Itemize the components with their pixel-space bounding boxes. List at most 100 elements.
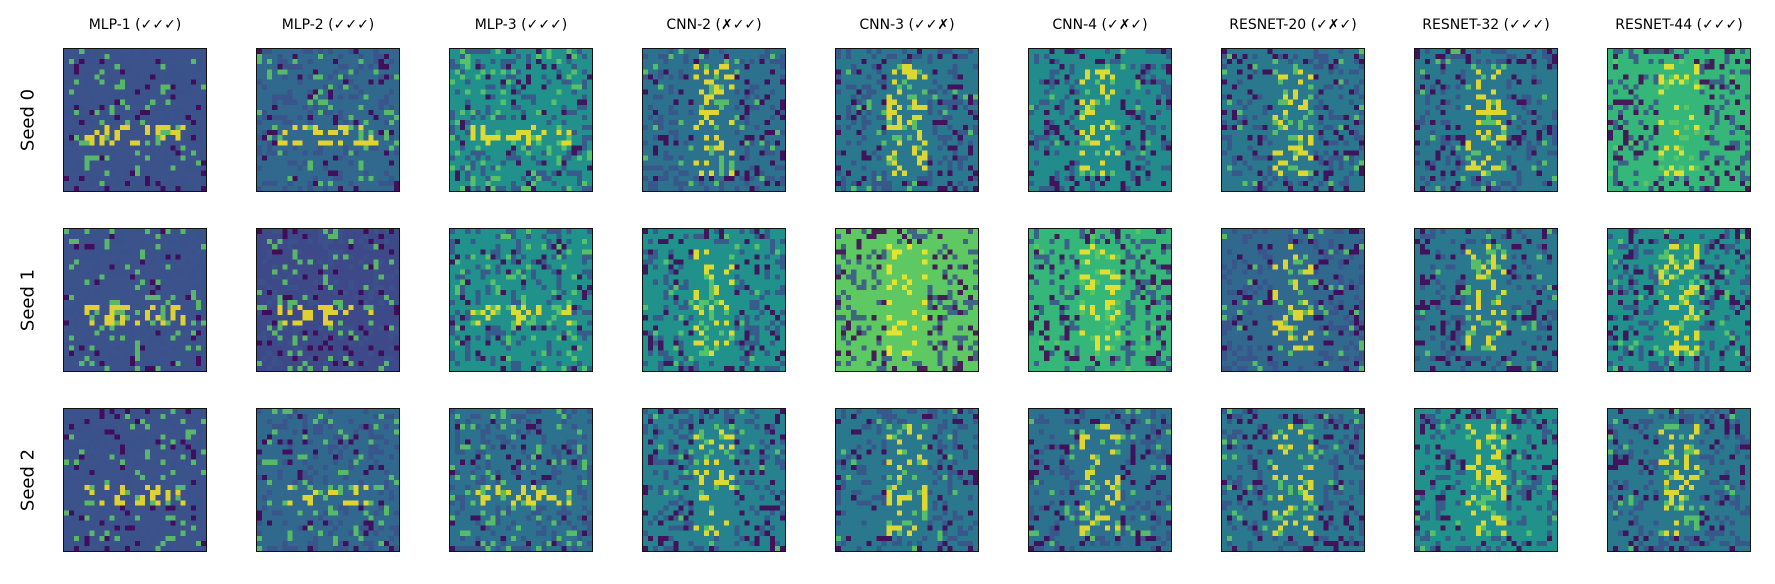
- heatmap-cell: [84, 419, 90, 425]
- heatmap-cell: [901, 125, 907, 131]
- heatmap-cell: [708, 175, 714, 181]
- heatmap-cell: [1455, 160, 1461, 166]
- heatmap-cell: [1145, 64, 1151, 70]
- heatmap-cell: [64, 155, 70, 161]
- heatmap-cell: [714, 135, 720, 141]
- heatmap-cell: [972, 340, 978, 346]
- heatmap-cell: [160, 330, 166, 336]
- heatmap-cell: [836, 234, 842, 240]
- heatmap-cell: [287, 160, 293, 166]
- heatmap-cell: [1694, 345, 1700, 351]
- heatmap-cell: [1029, 180, 1035, 186]
- heatmap-cell: [480, 89, 486, 95]
- heatmap-cell: [195, 414, 201, 420]
- heatmap-cell: [754, 104, 760, 110]
- heatmap-cell: [774, 180, 780, 186]
- heatmap-cell: [688, 254, 694, 260]
- heatmap-cell: [1313, 264, 1319, 270]
- heatmap-cell: [846, 305, 852, 311]
- heatmap-cell: [942, 135, 948, 141]
- heatmap-cell: [277, 140, 283, 146]
- heatmap-cell: [1242, 365, 1248, 371]
- heatmap-cell: [1222, 79, 1228, 85]
- heatmap-cell: [957, 74, 963, 80]
- heatmap-cell: [119, 439, 125, 445]
- heatmap-cell: [866, 360, 872, 366]
- heatmap-cell: [1541, 244, 1547, 250]
- heatmap-cell: [84, 305, 90, 311]
- heatmap-cell: [1069, 49, 1075, 55]
- heatmap-cell: [1668, 259, 1674, 265]
- heatmap-cell: [1739, 305, 1745, 311]
- heatmap-cell: [368, 289, 374, 295]
- heatmap-cell: [1343, 175, 1349, 181]
- heatmap-cell: [185, 89, 191, 95]
- heatmap-cell: [846, 109, 852, 115]
- saliency-map-panel: [63, 48, 207, 192]
- heatmap-cell: [170, 239, 176, 245]
- heatmap-cell: [1094, 315, 1100, 321]
- heatmap-cell: [912, 120, 918, 126]
- heatmap-cell: [79, 429, 85, 435]
- heatmap-cell: [485, 269, 491, 275]
- heatmap-cell: [1308, 74, 1314, 80]
- heatmap-cell: [515, 89, 521, 95]
- heatmap-cell: [1699, 185, 1705, 191]
- heatmap-cell: [145, 310, 151, 316]
- heatmap-cell: [1227, 99, 1233, 105]
- heatmap-cell: [84, 464, 90, 470]
- heatmap-cell: [353, 94, 359, 100]
- heatmap-cell: [1714, 109, 1720, 115]
- heatmap-cell: [1628, 135, 1634, 141]
- heatmap-cell: [1420, 229, 1426, 235]
- heatmap-cell: [505, 269, 511, 275]
- heatmap-cell: [1501, 355, 1507, 361]
- heatmap-cell: [109, 94, 115, 100]
- heatmap-cell: [1511, 254, 1517, 260]
- heatmap-cell: [1689, 315, 1695, 321]
- heatmap-cell: [343, 74, 349, 80]
- heatmap-cell: [586, 274, 592, 280]
- heatmap-cell: [515, 249, 521, 255]
- heatmap-cell: [180, 469, 186, 475]
- heatmap-cell: [1486, 130, 1492, 136]
- heatmap-cell: [1633, 84, 1639, 90]
- heatmap-cell: [1460, 175, 1466, 181]
- saliency-map-panel: [1607, 48, 1751, 192]
- heatmap-cell: [891, 160, 897, 166]
- heatmap-cell: [881, 229, 887, 235]
- heatmap-cell: [922, 74, 928, 80]
- heatmap-cell: [1679, 355, 1685, 361]
- heatmap-cell: [257, 79, 263, 85]
- heatmap-cell: [1089, 279, 1095, 285]
- heatmap-cell: [297, 365, 303, 371]
- heatmap-cell: [886, 125, 892, 131]
- heatmap-cell: [1333, 274, 1339, 280]
- heatmap-cell: [195, 345, 201, 351]
- heatmap-cell: [307, 120, 313, 126]
- heatmap-cell: [287, 305, 293, 311]
- heatmap-cell: [200, 94, 206, 100]
- heatmap-cell: [1353, 360, 1359, 366]
- heatmap-cell: [84, 165, 90, 171]
- heatmap-cell: [1252, 69, 1258, 75]
- heatmap-cell: [871, 269, 877, 275]
- heatmap-cell: [881, 79, 887, 85]
- heatmap-cell: [490, 135, 496, 141]
- heatmap-cell: [759, 99, 765, 105]
- heatmap-cell: [89, 340, 95, 346]
- heatmap-cell: [1130, 114, 1136, 120]
- heatmap-cell: [972, 125, 978, 131]
- heatmap-cell: [1608, 249, 1614, 255]
- heatmap-cell: [1450, 315, 1456, 321]
- heatmap-cell: [917, 54, 923, 60]
- heatmap-cell: [1425, 305, 1431, 311]
- heatmap-cell: [643, 264, 649, 270]
- heatmap-cell: [358, 54, 364, 60]
- heatmap-cell: [1673, 244, 1679, 250]
- heatmap-cell: [942, 345, 948, 351]
- heatmap-cell: [322, 310, 328, 316]
- heatmap-cell: [277, 64, 283, 70]
- heatmap-cell: [586, 185, 592, 191]
